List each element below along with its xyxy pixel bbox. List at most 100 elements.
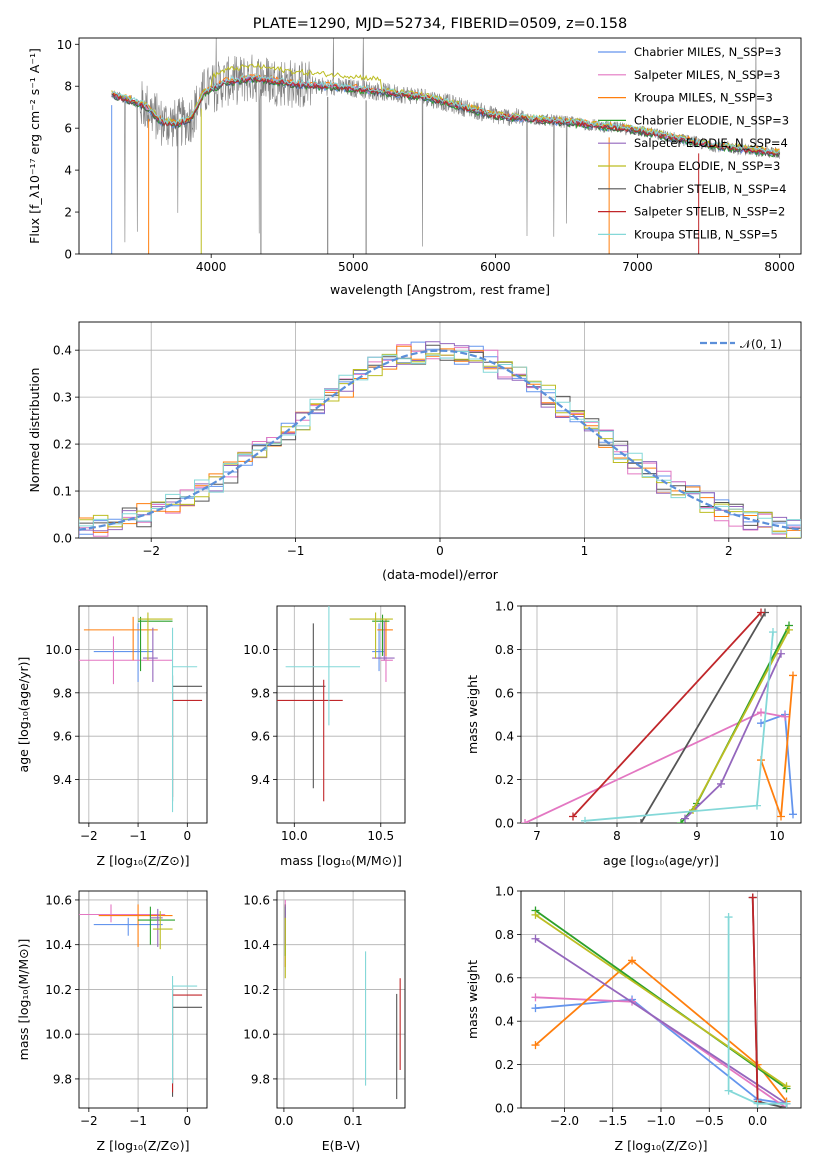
axes-frame [520, 605, 802, 824]
weight-point-marker [724, 1086, 733, 1095]
y-tick-label: 10.2 [243, 983, 270, 997]
weight-point-marker [777, 649, 785, 658]
y-tick-label: 1.0 [495, 600, 514, 614]
x-tick-label: −1 [129, 829, 147, 843]
plot-area [79, 612, 203, 813]
legend-entry: Kroupa ELODIE, N_SSP=3 [634, 159, 780, 173]
y-tick-label: 10.0 [243, 1028, 270, 1042]
plot-area [531, 893, 791, 1108]
y-tick-label: 10.0 [243, 643, 270, 657]
weight-point-marker [777, 812, 785, 821]
x-tick-label: 10 [769, 829, 784, 843]
x-tick-label: −2.0 [550, 1114, 579, 1128]
weight-series-line [572, 611, 762, 818]
weight-series-line [640, 612, 766, 823]
y-tick-label: 8 [64, 80, 72, 94]
x-axis-label: Z [log₁₀(Z/Z⊙)] [97, 1138, 190, 1153]
weight-point-marker [785, 625, 793, 634]
weight-point-marker [581, 816, 589, 823]
y-tick-label: 0 [64, 248, 72, 262]
weight-series-line [534, 959, 788, 1103]
x-axis-label: age [log₁₀(age/yr)] [603, 853, 719, 868]
axes-frame [78, 321, 802, 539]
legend-entry: Salpeter STELIB, N_SSP=2 [634, 205, 785, 219]
weight-point-marker [531, 993, 540, 1002]
x-tick-label: 10.0 [281, 829, 308, 843]
axes-frame [78, 890, 208, 1109]
weight-point-marker [782, 1082, 791, 1091]
x-axis-label: wavelength [Angstrom, rest frame] [330, 282, 550, 297]
x-tick-label: 0.0 [274, 1114, 293, 1128]
weight-point-marker [689, 805, 697, 814]
weight-point-marker [628, 956, 637, 965]
y-tick-label: 9.8 [53, 1072, 72, 1086]
weight-point-marker [569, 812, 577, 821]
weight-point-marker [782, 1099, 791, 1108]
y-tick-label: 10.6 [243, 893, 270, 907]
y-tick-label: 9.4 [53, 773, 72, 787]
x-tick-label: 1 [581, 544, 589, 558]
y-tick-label: 10.2 [45, 983, 72, 997]
legend-entry: Salpeter MILES, N_SSP=3 [634, 68, 780, 82]
plot-area [79, 904, 203, 1097]
weight-point-marker [757, 708, 765, 717]
y-axis-label: mass weight [465, 960, 480, 1039]
y-tick-label: 10 [57, 38, 72, 52]
y-tick-label: 10.4 [243, 938, 270, 952]
axes-frame [276, 890, 406, 1109]
weight-point-marker [521, 819, 529, 823]
x-tick-label: −2 [142, 544, 160, 558]
axes-frame [276, 605, 406, 824]
weight-point-marker [681, 814, 689, 823]
axes-frame [78, 37, 802, 255]
y-tick-label: 0.2 [495, 1058, 514, 1072]
y-axis-label: age [log₁₀(age/yr)] [16, 657, 31, 773]
x-tick-label: 8000 [764, 260, 795, 274]
weight-series-line [692, 629, 790, 811]
x-tick-label: −2 [80, 829, 98, 843]
x-tick-label: 0 [183, 1114, 191, 1128]
chart-title: PLATE=1290, MJD=52734, FIBERID=0509, z=0… [253, 16, 627, 32]
weight-point-marker [531, 910, 540, 919]
plot-area [79, 341, 801, 538]
y-tick-label: 10.0 [45, 643, 72, 657]
weight-point-marker [677, 819, 685, 823]
weight-point-marker [757, 719, 765, 728]
y-tick-label: 0.8 [495, 928, 514, 942]
axes-frame [520, 890, 802, 1109]
y-tick-label: 10.0 [45, 1028, 72, 1042]
age-vs-metallicity-plot: −2 −1 0 9.4 9.6 9.8 10.0 Z [log₁₀(Z/Z⊙)] age [lo… [16, 605, 208, 868]
x-tick-label: −0.5 [695, 1114, 724, 1128]
plot-area [284, 899, 401, 1100]
y-axis-label: Flux [f_λ10⁻¹⁷ erg cm⁻² s⁻¹ A⁻¹] [27, 48, 42, 244]
x-tick-label: 8 [613, 829, 621, 843]
weight-point-marker [531, 934, 540, 943]
x-tick-label: −1.5 [598, 1114, 627, 1128]
weight-series-line [534, 914, 788, 1088]
weight-series-line [727, 917, 787, 1105]
x-tick-label: −2 [80, 1114, 98, 1128]
x-tick-label: 0 [436, 544, 444, 558]
y-tick-label: 4 [64, 164, 72, 178]
x-tick-label: 6000 [480, 260, 511, 274]
legend-entry: Chabrier MILES, N_SSP=3 [634, 45, 781, 59]
weight-series-line [534, 909, 788, 1090]
y-tick-label: 0.0 [495, 817, 514, 831]
mass-vs-metallicity-plot: −2 −1 0 9.8 10.0 10.2 10.4 10.6 Z [log₁₀(Z/Z⊙)] m… [16, 890, 208, 1153]
x-axis-label: Z [log₁₀(Z/Z⊙)] [615, 1138, 708, 1153]
x-axis-label: (data-model)/error [382, 567, 499, 582]
weight-point-marker [789, 671, 797, 680]
y-tick-label: 9.8 [251, 686, 270, 700]
y-tick-label: 0.1 [53, 485, 72, 499]
spectrum-plot: PLATE=1290, MJD=52734, FIBERID=0509, z=0… [27, 16, 802, 297]
y-tick-label: 0.0 [495, 1102, 514, 1116]
weight-vs-metallicity-plot: −2.0 −1.5 −1.0 −0.5 0.0 0.0 0.2 0.4 0.6 0.8 1.0 Z [… [465, 885, 802, 1153]
y-tick-label: 0.4 [53, 344, 72, 358]
y-tick-label: 10.4 [45, 938, 72, 952]
plot-area [521, 608, 797, 823]
y-tick-label: 0.4 [495, 730, 514, 744]
legend-entry: 𝒩(0, 1) [740, 337, 782, 351]
x-tick-label: −1 [287, 544, 305, 558]
y-tick-label: 0.3 [53, 391, 72, 405]
